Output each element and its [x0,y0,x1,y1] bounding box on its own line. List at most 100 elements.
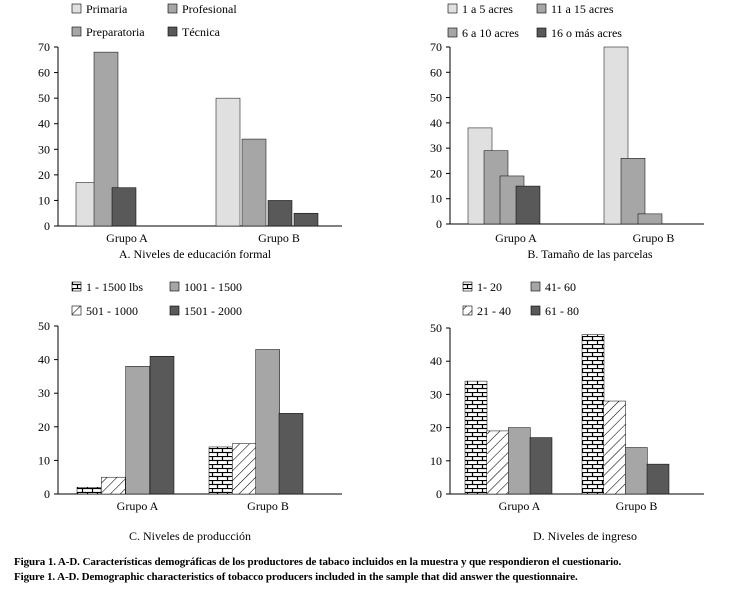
charts-canvas: 0 10 20 30 40 50 60 70 Grupo A Grupo B A. Niveles … [38,2,704,543]
y-tick-label: 20 [38,168,50,182]
chart-panel-d: 0 10 20 30 40 50 Grupo A Grupo B D. Niveles de i… [430,280,704,543]
y-tick-label: 50 [430,321,442,335]
category-label: Grupo A [117,499,159,513]
y-tick-label: 60 [430,65,442,79]
y-tick-label: 30 [38,142,50,156]
chart-title: A. Niveles de educación formal [119,247,272,261]
legend-swatch [462,305,473,316]
y-tick-label: 20 [430,166,442,180]
legend-label: Técnica [182,25,221,39]
category-label: Grupo B [616,499,658,513]
y-tick-label: 0 [436,217,442,231]
y-tick-label: 0 [436,487,442,501]
legend-label: Profesional [182,2,237,16]
chart-title: C. Niveles de producción [129,529,251,543]
bar-c-0-3 [149,355,175,495]
bar-c-1-0 [208,446,234,495]
legend-swatch [71,26,82,37]
legend-label: 11 a 15 acres [551,2,614,16]
legend-label: 6 a 10 acres [462,26,519,40]
bar-a-1-2 [267,200,293,227]
legend-label: 16 o más acres [551,26,622,40]
y-tick-label: 20 [430,421,442,435]
legend-swatch [71,3,82,14]
legend-swatch [71,305,82,316]
y-tick-label: 0 [44,219,50,233]
legend-swatch [447,27,458,38]
y-tick-label: 10 [38,453,50,467]
bar-b-0-3 [515,185,541,225]
legend-swatch [167,26,178,37]
y-tick-label: 40 [38,117,50,131]
caption-spanish: Figura 1. A-D. Características demográfi… [14,556,622,568]
category-label: Grupo B [633,231,675,245]
y-tick-label: 30 [430,141,442,155]
legend-swatch [462,281,473,292]
chart-title: D. Niveles de ingreso [533,529,637,543]
bar-d-1-3 [646,463,670,495]
legend-swatch [167,3,178,14]
legend-label: 61 - 80 [545,304,579,318]
bar-c-1-1 [232,443,257,495]
y-tick-label: 50 [38,319,50,333]
bar-d-0-1 [486,430,509,495]
y-tick-label: 0 [44,487,50,501]
y-tick-label: 40 [430,116,442,130]
y-tick-label: 50 [430,91,442,105]
category-label: Grupo A [495,231,537,245]
legend-label: 1- 20 [477,280,502,294]
category-label: Grupo B [258,231,300,245]
bar-a-1-3 [293,212,319,227]
y-tick-label: 50 [38,91,50,105]
y-tick-label: 30 [430,387,442,401]
category-label: Grupo A [106,231,148,245]
chart-panel-a: 0 10 20 30 40 50 60 70 Grupo A Grupo B A. Niveles … [38,2,342,261]
bar-b-1-1 [620,158,646,225]
y-tick-label: 10 [430,192,442,206]
legend-label: 501 - 1000 [86,304,138,318]
legend-label: Preparatoria [86,25,145,39]
legend-swatch [447,3,458,14]
caption-english: Figure 1. A-D. Demographic characteristi… [14,571,578,583]
bar-d-1-0 [581,334,605,495]
chart-title: B. Tamaño de las parcelas [527,247,653,261]
legend-label: 1 a 5 acres [462,2,513,16]
y-tick-label: 40 [38,353,50,367]
bar-a-0-2 [111,187,137,227]
y-tick-label: 10 [38,193,50,207]
y-tick-label: 40 [430,354,442,368]
bar-c-0-1 [101,476,126,495]
bar-d-0-3 [529,437,553,495]
bar-a-1-1 [241,138,267,227]
y-tick-label: 70 [430,40,442,54]
legend-label: 21 - 40 [477,304,511,318]
legend-swatch [71,281,82,292]
legend-label: Primaria [86,2,128,16]
category-label: Grupo B [247,499,289,513]
legend-swatch [169,281,180,292]
category-label: Grupo A [499,499,541,513]
bar-a-1-0 [215,97,241,227]
y-tick-label: 70 [38,40,50,54]
y-tick-label: 10 [430,454,442,468]
bar-d-0-2 [508,427,531,495]
chart-panel-c: 0 10 20 30 40 50 Grupo A Grupo B C. Niveles de p… [38,280,342,543]
bar-c-1-2 [255,349,280,495]
legend-label: 41- 60 [545,280,576,294]
legend-swatch [530,281,541,292]
legend-swatch [530,305,541,316]
bar-a-0-1 [93,51,119,227]
legend-swatch [536,3,547,14]
bar-c-0-2 [125,366,150,495]
bar-d-1-2 [625,447,648,495]
legend-label: 1001 - 1500 [184,280,242,294]
y-tick-label: 20 [38,420,50,434]
legend-label: 1 - 1500 lbs [86,280,143,294]
chart-panel-b: 0 10 20 30 40 50 60 70 Grupo A Grupo B B. Tamaño d… [430,2,704,261]
legend-swatch [169,305,180,316]
bar-c-0-0 [76,487,102,495]
bar-b-1-2 [637,213,663,225]
y-tick-label: 30 [38,386,50,400]
legend-label: 1501 - 2000 [184,304,242,318]
